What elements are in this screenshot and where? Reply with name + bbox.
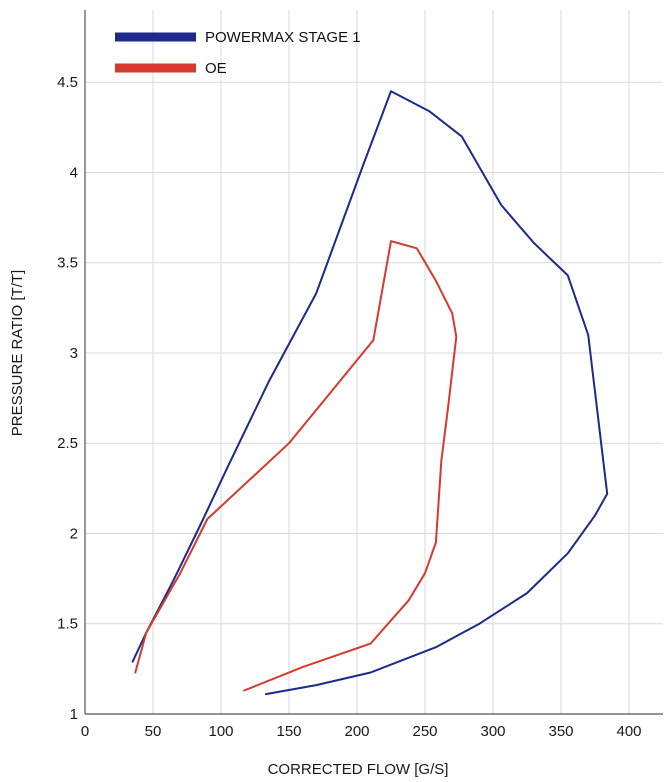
series-layer — [131, 90, 609, 696]
y-tick-label: 4.5 — [57, 74, 78, 91]
y-tick-label: 1.5 — [57, 616, 78, 633]
legend-label: POWERMAX STAGE 1 — [205, 29, 361, 46]
x-tick-label: 150 — [276, 723, 301, 740]
series-line-oe — [134, 240, 458, 692]
series-line-powermax-stage-1 — [131, 90, 609, 696]
x-tick-label: 350 — [548, 723, 573, 740]
axes: 0 50 100 150 200 250 300 350 400 1 1.5 2 2.5 3 3.5 4 4.5 — [57, 10, 663, 740]
x-tick-label: 50 — [145, 723, 162, 740]
x-tick-label: 0 — [81, 723, 89, 740]
gridlines — [84, 10, 663, 715]
legend-label: OE — [205, 60, 227, 77]
x-tick-label: 100 — [208, 723, 233, 740]
y-tick-label: 2 — [70, 525, 78, 542]
y-tick-label: 4 — [70, 164, 78, 181]
y-tick-label: 3.5 — [57, 255, 78, 272]
x-tick-label: 400 — [616, 723, 641, 740]
y-tick-label: 1 — [70, 706, 78, 723]
plot-area — [85, 10, 663, 714]
y-tick-label: 3 — [70, 345, 78, 362]
y-tick-label: 2.5 — [57, 435, 78, 452]
legend: POWERMAX STAGE 1 OE — [115, 29, 361, 77]
x-tick-label: 200 — [344, 723, 369, 740]
y-axis-title: PRESSURE RATIO [T/T] — [9, 270, 26, 436]
x-tick-label: 300 — [480, 723, 505, 740]
x-tick-label: 250 — [412, 723, 437, 740]
x-axis-title: CORRECTED FLOW [G/S] — [268, 761, 449, 778]
